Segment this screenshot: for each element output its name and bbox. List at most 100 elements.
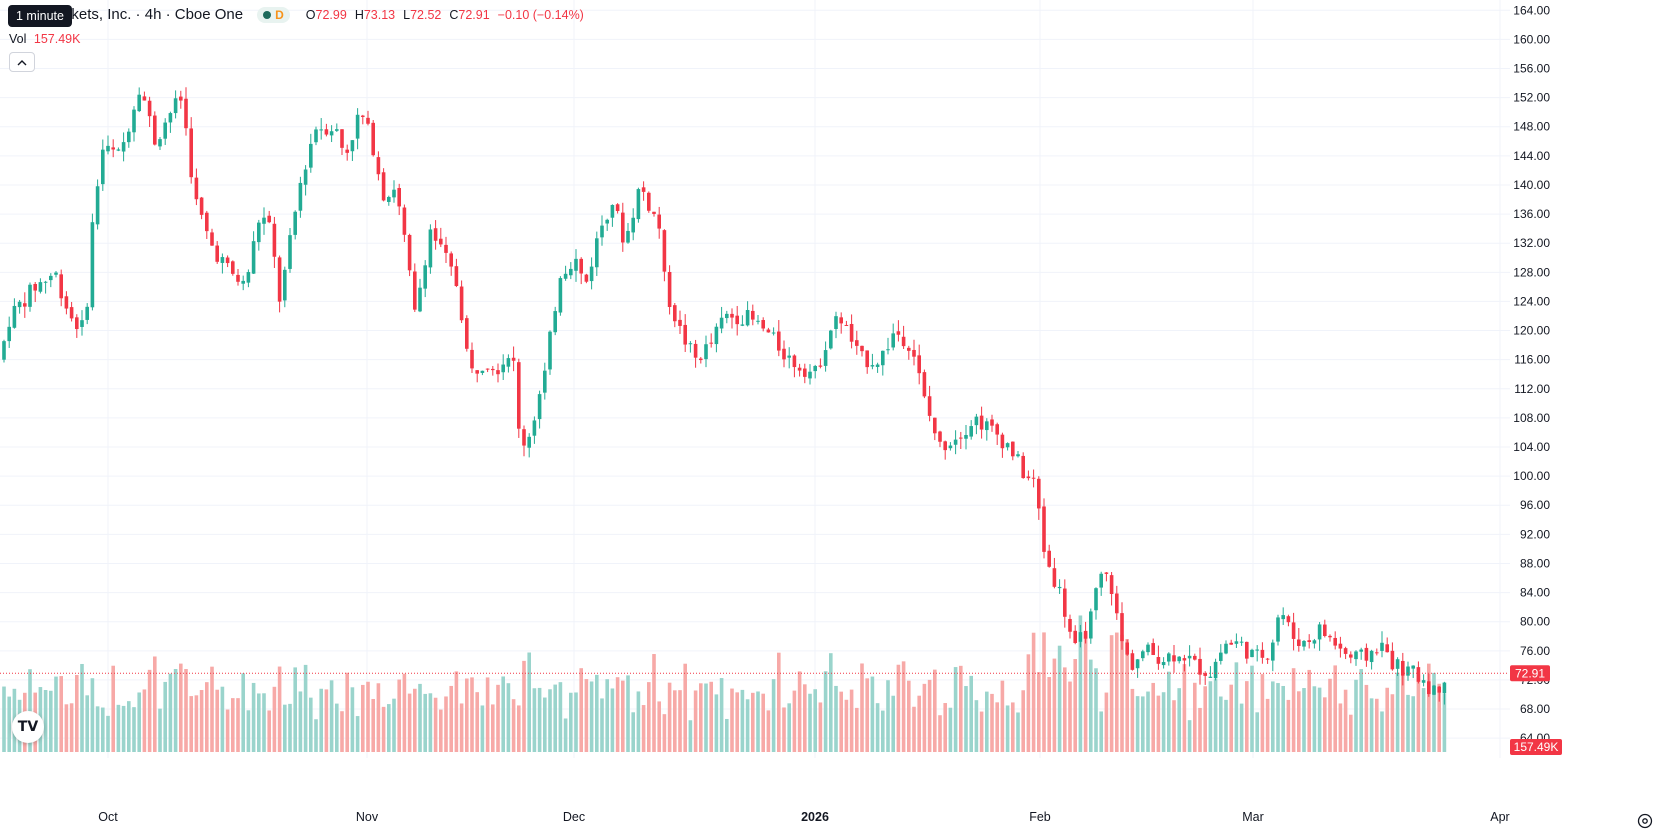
- volume-bar: [1135, 696, 1140, 752]
- settings-gear-icon[interactable]: [1636, 812, 1654, 830]
- candle-body: [121, 142, 126, 152]
- volume-bar: [844, 699, 849, 752]
- candle-body: [1089, 611, 1093, 639]
- candle-body: [579, 258, 583, 274]
- volume-bar: [974, 700, 979, 752]
- candle-body: [173, 98, 178, 114]
- chevron-up-icon: [17, 59, 27, 65]
- candle-body: [1083, 630, 1088, 639]
- volume-bar: [402, 673, 407, 752]
- candle-body: [907, 347, 911, 351]
- candle-body: [610, 204, 615, 218]
- volume-bar: [1083, 633, 1088, 752]
- volume-bar: [54, 676, 58, 752]
- candle-body: [454, 266, 459, 286]
- volume-bar: [719, 678, 724, 752]
- volume-bar: [116, 704, 121, 752]
- candle-body: [69, 307, 74, 319]
- volume-bar: [1338, 703, 1343, 752]
- volume-bar: [667, 682, 672, 752]
- price-tick-label: 164.00: [1513, 3, 1550, 17]
- candle-body: [189, 128, 193, 178]
- volume-bar: [267, 710, 271, 752]
- candle-body: [459, 286, 464, 321]
- candle-body: [527, 436, 531, 448]
- candle-body: [631, 217, 635, 233]
- volume-bar: [246, 710, 251, 752]
- price-tick-label: 88.00: [1520, 556, 1550, 570]
- candle-body: [1146, 644, 1150, 653]
- price-tick-label: 80.00: [1520, 615, 1550, 629]
- volume-bar: [1177, 688, 1181, 752]
- volume-bar: [1380, 711, 1384, 752]
- candle-body: [756, 320, 760, 322]
- volume-bar: [1156, 695, 1161, 752]
- price-tick-label: 152.00: [1513, 91, 1550, 105]
- time-tick-label: Mar: [1242, 810, 1264, 824]
- candle-body: [1052, 568, 1057, 587]
- volume-bar: [506, 683, 511, 752]
- market-status-dot-icon: [263, 10, 272, 19]
- volume-bar: [1239, 703, 1244, 752]
- candle-body: [392, 189, 396, 198]
- status-indicator[interactable]: D: [257, 6, 290, 23]
- candle-body: [1224, 643, 1228, 654]
- candle-body: [1135, 659, 1140, 669]
- candle-body: [678, 319, 682, 326]
- volume-bar: [1343, 689, 1348, 752]
- volume-bar: [1203, 686, 1207, 752]
- volume-bar: [231, 698, 235, 752]
- time-tick-label: Feb: [1029, 810, 1051, 824]
- candle-body: [569, 268, 573, 276]
- volume-bar: [210, 666, 214, 752]
- volume-bar: [43, 690, 48, 752]
- volume-bar: [532, 688, 537, 752]
- volume-bar: [699, 683, 703, 752]
- volume-bar: [693, 690, 698, 752]
- volume-bar: [579, 668, 583, 752]
- volume-bar: [730, 688, 734, 752]
- volume-bar: [335, 703, 339, 752]
- volume-bar: [548, 689, 552, 752]
- volume-bar: [1198, 707, 1202, 752]
- volume-bar: [127, 701, 131, 752]
- candle-body: [90, 222, 95, 308]
- price-tick-label: 76.00: [1520, 644, 1550, 658]
- volume-bar: [158, 708, 162, 752]
- volume-bar: [444, 696, 448, 752]
- candle-body: [1213, 661, 1218, 679]
- candle-body: [402, 207, 407, 235]
- volume-bar: [496, 684, 500, 752]
- candle-body: [803, 368, 807, 377]
- volume-bar: [517, 705, 521, 752]
- volume-bar: [1286, 699, 1291, 752]
- candle-body: [787, 355, 791, 358]
- tradingview-logo-icon[interactable]: TV: [12, 711, 44, 743]
- volume-bar: [569, 692, 573, 752]
- volume-bar: [1271, 681, 1275, 752]
- volume-bar: [1115, 632, 1119, 752]
- volume-bar: [1011, 702, 1015, 752]
- candle-body: [298, 182, 303, 211]
- volume-bar: [1302, 688, 1306, 752]
- volume-bar: [626, 675, 630, 752]
- candle-body: [220, 257, 225, 263]
- volume-bar: [621, 680, 625, 752]
- high-value: 73.13: [363, 7, 396, 22]
- candle-body: [693, 343, 698, 358]
- volume-bar: [1333, 665, 1337, 752]
- volume-bar: [1369, 698, 1374, 752]
- volume-bar: [392, 698, 396, 752]
- candle-body: [808, 371, 812, 379]
- candle-body: [210, 232, 214, 246]
- volume-bar: [1094, 668, 1098, 752]
- collapse-legend-button[interactable]: [9, 52, 35, 72]
- candle-body: [1437, 686, 1441, 693]
- volume-bar: [366, 681, 370, 752]
- ohlc-values: O72.99 H73.13 L72.52 C72.91 −0.10 (−0.14…: [306, 8, 584, 22]
- volume-bar: [725, 718, 729, 752]
- symbol-legend: hood Markets, Inc. · 4h · Cboe One D O72…: [8, 6, 584, 23]
- candle-body: [340, 129, 344, 148]
- candle-body: [1286, 616, 1291, 623]
